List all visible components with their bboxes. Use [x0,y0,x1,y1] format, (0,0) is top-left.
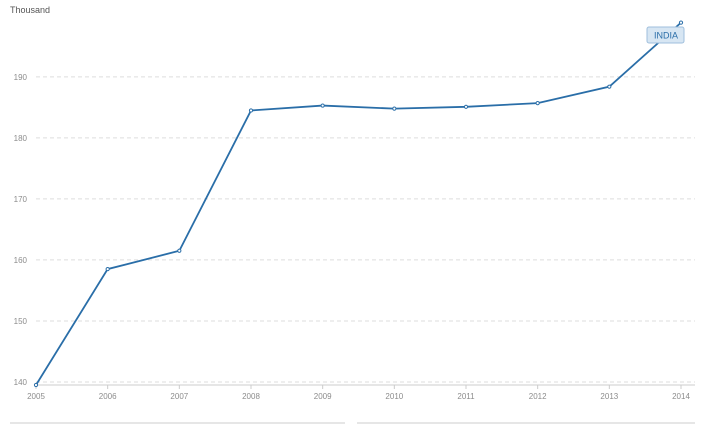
x-tick-label: 2008 [242,392,260,401]
x-tick-label: 2012 [529,392,547,401]
x-tick-label: 2014 [672,392,690,401]
data-point[interactable] [177,248,182,253]
series-points [33,20,684,388]
y-axis-ticks: 140 150 160 170 180 190 [14,73,28,387]
x-axis-ticks: 2005 2006 2007 2008 2009 2010 2011 2012 2013 2014 [27,385,690,401]
data-point[interactable] [320,103,325,108]
series-label-text: INDIA [654,31,678,41]
x-tick-label: 2007 [170,392,188,401]
y-tick-label: 190 [14,73,28,82]
y-tick-label: 160 [14,256,28,265]
x-tick-label: 2010 [385,392,403,401]
gridlines [36,76,695,383]
x-tick-label: 2013 [600,392,618,401]
data-point[interactable] [535,101,540,106]
data-point[interactable] [105,266,110,272]
y-tick-label: 150 [14,317,28,326]
y-tick-label: 140 [14,378,28,387]
x-tick-label: 2005 [27,392,45,401]
data-point[interactable] [463,104,469,109]
data-point[interactable] [607,84,612,89]
y-tick-label: 170 [14,195,28,204]
data-point[interactable] [33,382,39,388]
data-point[interactable] [392,106,397,111]
x-tick-label: 2006 [99,392,117,401]
series-label-box [646,26,685,44]
x-tick-label: 2011 [457,392,475,401]
y-tick-label: 180 [14,134,28,143]
series-line-india [35,21,682,386]
data-point[interactable] [678,20,684,25]
series-label-india[interactable]: INDIA [646,26,685,44]
data-point[interactable] [248,108,254,113]
x-tick-label: 2009 [314,392,332,401]
y-axis-unit-label: Thousand [10,5,50,15]
